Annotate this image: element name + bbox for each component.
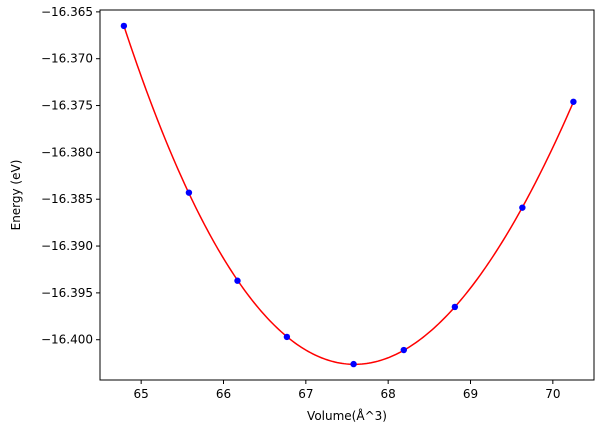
x-tick-label: 67 [298, 387, 313, 401]
x-tick-label: 66 [216, 387, 231, 401]
plot-frame [99, 9, 595, 381]
data-point [451, 303, 459, 311]
y-tick-label: −16.390 [41, 239, 93, 253]
data-point [519, 204, 526, 211]
y-tick-label: −16.365 [41, 5, 93, 19]
data-point [570, 98, 577, 105]
data-point [350, 360, 357, 368]
plot-layer [120, 22, 577, 368]
x-tick-label: 69 [463, 387, 478, 401]
x-tick-label: 68 [381, 387, 396, 401]
axes-layer: 65 66 67 68 69 70 −16.365 −16.370 −16.375 −16.380… [41, 5, 595, 401]
y-tick-label: −16.395 [41, 286, 93, 300]
data-point [400, 346, 408, 354]
y-tick-label: −16.370 [41, 52, 93, 66]
x-axis-title: Volume(Å^3) [307, 408, 387, 423]
x-tick-label: 65 [134, 387, 149, 401]
y-tick-label: −16.385 [41, 192, 93, 206]
data-point [185, 189, 193, 196]
data-point [234, 277, 241, 284]
data-point [120, 22, 128, 30]
y-tick-label: −16.375 [41, 99, 93, 113]
y-axis-title: Energy (eV) [9, 160, 23, 231]
x-tick-label: 70 [545, 387, 560, 401]
data-point [283, 333, 291, 341]
y-tick-label: −16.380 [41, 145, 93, 159]
y-tick-label: −16.400 [41, 333, 93, 347]
fit-curve-line [123, 25, 575, 366]
